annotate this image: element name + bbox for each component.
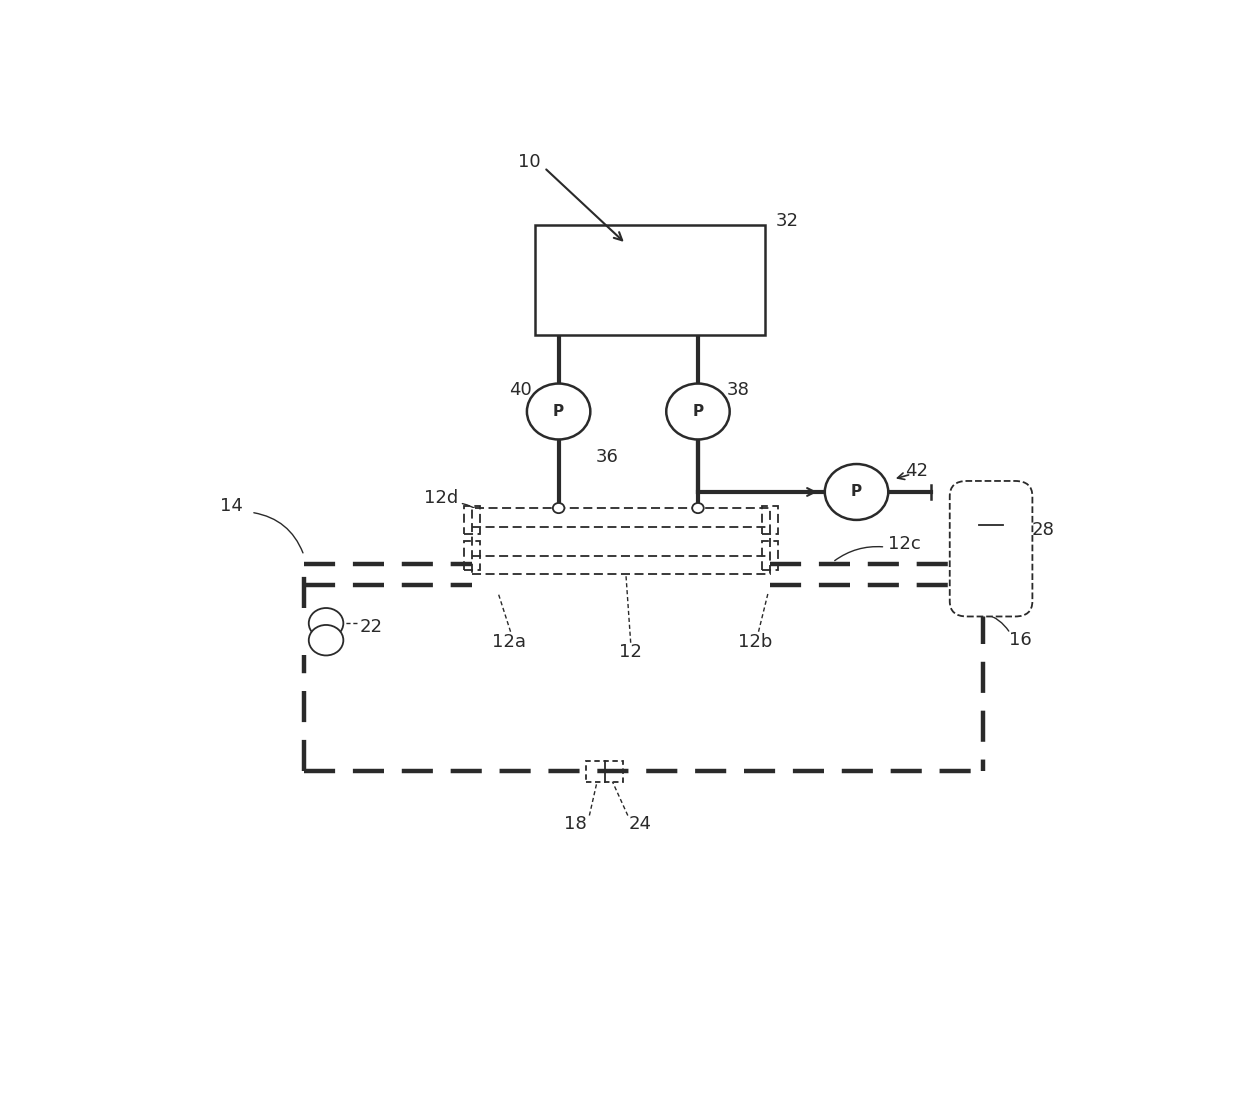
- Text: 18: 18: [564, 815, 587, 833]
- Text: 36: 36: [595, 448, 618, 466]
- Text: 12c: 12c: [888, 536, 921, 553]
- Bar: [464, 506, 480, 535]
- Text: 40: 40: [508, 382, 532, 399]
- Bar: [587, 761, 622, 782]
- Text: 28: 28: [1032, 521, 1054, 539]
- Bar: [761, 506, 779, 535]
- Circle shape: [825, 464, 888, 520]
- Text: 24: 24: [629, 815, 652, 833]
- Text: 12b: 12b: [739, 632, 773, 651]
- Circle shape: [309, 625, 343, 656]
- FancyBboxPatch shape: [950, 481, 1033, 616]
- Circle shape: [309, 608, 343, 638]
- Text: 22: 22: [360, 618, 383, 637]
- Circle shape: [692, 503, 704, 514]
- Circle shape: [553, 503, 564, 514]
- Circle shape: [666, 384, 729, 440]
- Circle shape: [527, 384, 590, 440]
- Text: 14: 14: [221, 497, 243, 516]
- Text: P: P: [553, 404, 564, 419]
- Text: 42: 42: [905, 462, 928, 480]
- Text: P: P: [851, 484, 862, 499]
- Text: 32: 32: [776, 212, 799, 230]
- Text: 16: 16: [1008, 631, 1032, 649]
- Text: 38: 38: [727, 382, 750, 399]
- Text: 10: 10: [518, 153, 541, 170]
- Bar: [472, 508, 770, 574]
- Bar: [761, 541, 779, 570]
- Text: 12d: 12d: [424, 488, 459, 507]
- Bar: [534, 226, 765, 336]
- Text: 12a: 12a: [491, 632, 526, 651]
- Bar: [464, 541, 480, 570]
- Text: 34: 34: [652, 513, 676, 530]
- Text: P: P: [692, 404, 703, 419]
- Text: 12: 12: [619, 644, 642, 661]
